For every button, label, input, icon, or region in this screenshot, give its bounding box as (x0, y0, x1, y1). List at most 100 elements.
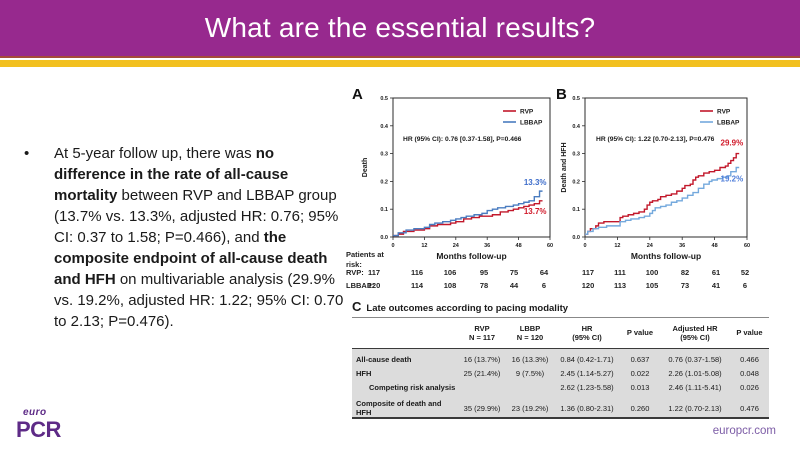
at-risk-count: 105 (645, 281, 659, 290)
survival-curve-rvp (393, 200, 543, 237)
table-cell: 2.45 (1.14-5.27) (560, 368, 614, 378)
table-cell: 0.048 (740, 368, 759, 378)
table-cell: 0.466 (740, 354, 759, 364)
bullet-text: At 5-year follow up, there was no differ… (54, 143, 344, 332)
bullet-text-segment: At 5-year follow up, there was (54, 145, 256, 162)
europcr-logo: euro PCR (16, 408, 61, 441)
svg-text:60: 60 (744, 243, 750, 249)
table-row: All-cause death 16 (13.7%) 16 (13.3%) 0.84 … (352, 352, 769, 366)
table-title: C Late outcomes according to pacing moda… (352, 299, 569, 314)
at-risk-count: 61 (711, 268, 721, 277)
svg-text:HR (95% CI): 1.22 [0.70-2.13],: HR (95% CI): 1.22 [0.70-2.13], P=0.476 (596, 136, 715, 143)
table-cell: 2.26 (1.01-5.08) (668, 368, 722, 378)
table-header-cell: P value (626, 328, 654, 338)
table-header-cell: LBBP N = 120 (516, 323, 544, 342)
bullet-text-segment: no difference in the rate of all-cause m… (54, 145, 289, 204)
svg-text:48: 48 (712, 243, 718, 249)
svg-text:0.4: 0.4 (572, 124, 581, 130)
at-risk-count: 117 (581, 268, 595, 277)
panel-a-label: A (352, 86, 363, 103)
table-cell: 0.476 (740, 403, 759, 413)
svg-text:13.3%: 13.3% (524, 178, 547, 187)
svg-text:13.7%: 13.7% (524, 207, 547, 216)
at-risk-count: 111 (614, 268, 626, 277)
at-risk-count: 6 (742, 281, 748, 290)
at-risk-count: 41 (711, 281, 721, 290)
at-risk-count: 108 (443, 281, 457, 290)
kaplan-meier-chart-b: 0.0 0.1 0.2 0.3 0.4 0.5 0 12 24 36 48 60 Death and H… (561, 96, 750, 261)
svg-text:36: 36 (484, 243, 490, 249)
survival-curve-lbbap (585, 166, 740, 235)
table-row-label: HFH (356, 368, 372, 378)
svg-text:0.5: 0.5 (572, 96, 580, 102)
table-cell: 0.026 (740, 382, 759, 392)
bullet-text-segment: between RVP and LBBAP group (13.7% vs. 1… (54, 187, 339, 246)
table-cell: 0.260 (630, 403, 650, 413)
svg-text:29.9%: 29.9% (721, 139, 744, 148)
at-risk-count: 117 (367, 268, 381, 277)
svg-text:LBBAP: LBBAP (717, 120, 740, 127)
at-risk-count: 44 (509, 281, 519, 290)
panel-b-label: B (556, 86, 567, 103)
at-risk-count: 95 (479, 268, 489, 277)
table-cell: 16 (13.7%) (463, 354, 501, 364)
bullet-list: • At 5-year follow up, there was no diff… (18, 143, 344, 332)
svg-text:0.1: 0.1 (572, 207, 580, 213)
at-risk-count: 64 (539, 268, 549, 277)
at-risk-count: 113 (613, 281, 627, 290)
table-row: HFH 25 (21.4%) 9 (7.5%) 2.45 (1.14-5.27) 0.0… (352, 366, 769, 380)
table-cell: 2.46 (1.11-5.41) (668, 382, 722, 392)
table-header-cell: RVP N = 117 (468, 323, 496, 342)
accent-strip (0, 60, 800, 67)
svg-text:12: 12 (614, 243, 620, 249)
page-title: What are the essential results? (204, 12, 596, 43)
svg-text:HR (95% CI): 0.76 [0.37-1.58],: HR (95% CI): 0.76 [0.37-1.58], P=0.466 (403, 136, 522, 143)
table-cell: 1.36 (0.80-2.31) (560, 403, 614, 413)
at-risk-count: 116 (410, 268, 424, 277)
table-cell: 0.76 (0.37-1.58) (668, 354, 722, 364)
table-cell: 1.22 (0.70-2.13) (668, 403, 722, 413)
svg-text:0: 0 (391, 243, 394, 249)
survival-curve-rvp (585, 152, 740, 235)
svg-text:48: 48 (516, 243, 522, 249)
outcomes-table: RVP N = 117 LBBP N = 120 HR (95% CI) P value Ad… (352, 317, 769, 419)
svg-text:0: 0 (583, 243, 586, 249)
table-cell: 35 (29.9%) (463, 403, 501, 413)
table-row: Composite of death and HFH 35 (29.9%) 23 (… (352, 399, 769, 417)
at-risk-count: 120 (367, 281, 381, 290)
table-cell: 23 (19.2%) (511, 403, 549, 413)
svg-text:LBBAP: LBBAP (520, 120, 543, 127)
table-cell: 16 (13.3%) (511, 354, 549, 364)
svg-text:0.0: 0.0 (572, 235, 580, 241)
svg-text:12: 12 (421, 243, 427, 249)
bullet-text-segment: the composite endpoint of all-cause deat… (54, 229, 328, 288)
svg-text:36: 36 (679, 243, 685, 249)
at-risk-count: 100 (645, 268, 659, 277)
table-cell: 0.84 (0.42-1.71) (560, 354, 614, 364)
panel-c-label: C (352, 299, 362, 314)
table-body: All-cause death 16 (13.7%) 16 (13.3%) 0.84 … (352, 348, 769, 419)
table-header-cell: Adjusted HR (95% CI) (672, 323, 718, 342)
svg-text:Months follow-up: Months follow-up (436, 251, 506, 261)
svg-text:Death and HFH: Death and HFH (561, 142, 568, 192)
table-row-label: Composite of death and HFH (356, 399, 442, 417)
europcr-link[interactable]: europcr.com (712, 425, 776, 437)
table-row: Competing risk analysis 2.62 (1.23-5.58) 0… (352, 380, 769, 394)
svg-text:24: 24 (647, 243, 654, 249)
bullet-marker: • (24, 145, 30, 162)
at-risk-count: 52 (740, 268, 750, 277)
kaplan-meier-chart-a: 0.0 0.1 0.2 0.3 0.4 0.5 0 12 24 36 48 60 Death Months… (362, 96, 553, 261)
svg-text:Months follow-up: Months follow-up (631, 251, 701, 261)
table-cell: 0.013 (630, 382, 650, 392)
at-risk-count: 75 (509, 268, 519, 277)
svg-text:Death: Death (362, 158, 369, 177)
svg-text:0.2: 0.2 (380, 179, 388, 185)
logo-pcr-text: PCR (16, 417, 61, 442)
svg-text:19.2%: 19.2% (721, 175, 744, 184)
table-cell: 9 (7.5%) (515, 368, 545, 378)
svg-text:60: 60 (547, 243, 553, 249)
svg-text:0.5: 0.5 (380, 96, 388, 102)
table-cell: 25 (21.4%) (463, 368, 501, 378)
svg-text:0.2: 0.2 (572, 179, 580, 185)
